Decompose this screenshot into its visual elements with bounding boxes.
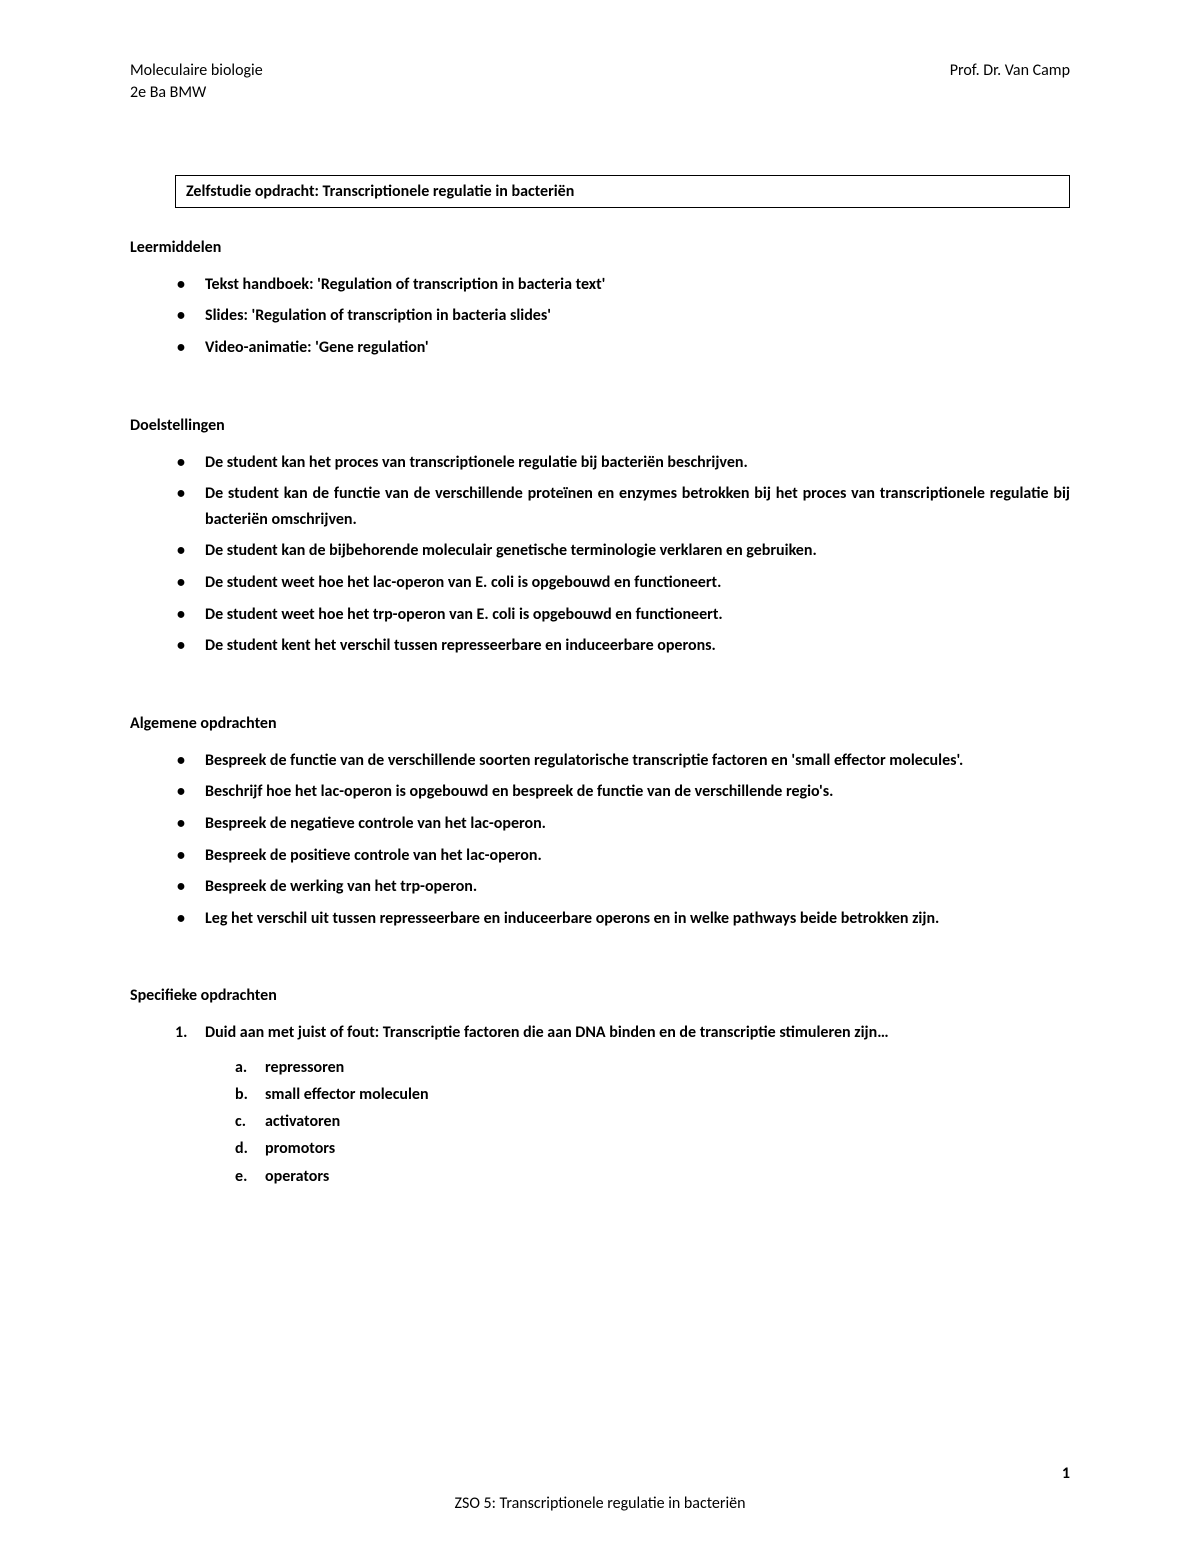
option-item: operators	[265, 1163, 1070, 1190]
header-left: Moleculaire biologie 2e Ba BMW	[130, 60, 263, 105]
option-item: activatoren	[265, 1108, 1070, 1135]
list-item: De student kent het verschil tussen repr…	[205, 633, 1070, 659]
options-list: repressoren small effector moleculen act…	[205, 1054, 1070, 1190]
list-item: De student kan de functie van de verschi…	[205, 481, 1070, 532]
specifieke-heading: Specifieke opdrachten	[130, 986, 1070, 1005]
list-item: De student weet hoe het lac-operon van E…	[205, 570, 1070, 596]
list-item: Beschrijf hoe het lac-operon is opgebouw…	[205, 779, 1070, 805]
option-item: repressoren	[265, 1054, 1070, 1081]
specifieke-list: Duid aan met juist of fout: Transcriptie…	[130, 1020, 1070, 1190]
algemene-list: Bespreek de functie van de verschillende…	[130, 748, 1070, 932]
document-page: Moleculaire biologie 2e Ba BMW Prof. Dr.…	[0, 0, 1200, 1553]
list-item: De student kan het proces van transcript…	[205, 450, 1070, 476]
question-item: Duid aan met juist of fout: Transcriptie…	[205, 1020, 1070, 1190]
list-item: Tekst handboek: 'Regulation of transcrip…	[205, 272, 1070, 298]
list-item: Bespreek de negatieve controle van het l…	[205, 811, 1070, 837]
doelstellingen-list: De student kan het proces van transcript…	[130, 450, 1070, 659]
option-item: small effector moleculen	[265, 1081, 1070, 1108]
assignment-title: Zelfstudie opdracht: Transcriptionele re…	[186, 182, 574, 201]
course-title: Moleculaire biologie	[130, 60, 263, 82]
course-subtitle: 2e Ba BMW	[130, 82, 263, 104]
professor-name: Prof. Dr. Van Camp	[950, 60, 1070, 82]
page-footer: ZSO 5: Transcriptionele regulatie in bac…	[0, 1494, 1200, 1513]
list-item: Leg het verschil uit tussen represseerba…	[205, 906, 1070, 932]
doelstellingen-heading: Doelstellingen	[130, 416, 1070, 435]
option-item: promotors	[265, 1135, 1070, 1162]
list-item: Video-animatie: 'Gene regulation'	[205, 335, 1070, 361]
leermiddelen-list: Tekst handboek: 'Regulation of transcrip…	[130, 272, 1070, 361]
list-item: Bespreek de positieve controle van het l…	[205, 843, 1070, 869]
list-item: De student weet hoe het trp-operon van E…	[205, 602, 1070, 628]
algemene-heading: Algemene opdrachten	[130, 714, 1070, 733]
question-text: Duid aan met juist of fout: Transcriptie…	[205, 1023, 889, 1042]
list-item: Bespreek de werking van het trp-operon.	[205, 874, 1070, 900]
list-item: Bespreek de functie van de verschillende…	[205, 748, 1070, 774]
assignment-title-box: Zelfstudie opdracht: Transcriptionele re…	[175, 175, 1070, 208]
page-number: 1	[1062, 1464, 1070, 1483]
list-item: De student kan de bijbehorende moleculai…	[205, 538, 1070, 564]
page-header: Moleculaire biologie 2e Ba BMW Prof. Dr.…	[130, 60, 1070, 105]
header-right: Prof. Dr. Van Camp	[950, 60, 1070, 105]
list-item: Slides: 'Regulation of transcription in …	[205, 303, 1070, 329]
leermiddelen-heading: Leermiddelen	[130, 238, 1070, 257]
